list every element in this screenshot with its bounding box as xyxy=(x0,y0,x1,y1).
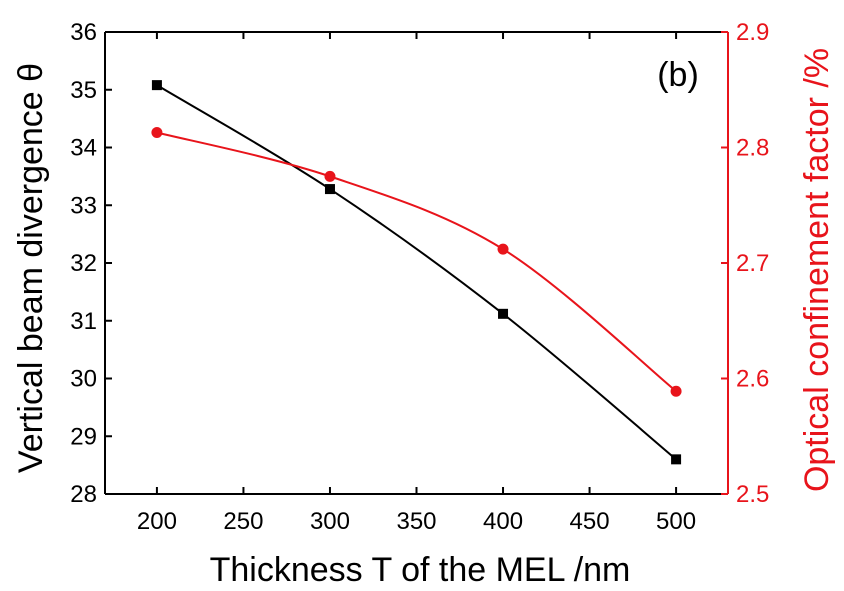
y-left-tick-label: 32 xyxy=(70,250,97,277)
data-point-square xyxy=(671,454,682,465)
data-point-circle xyxy=(151,126,163,138)
data-point-circle xyxy=(497,243,509,255)
y-left-tick-label: 30 xyxy=(70,366,97,393)
x-axis-title: Thickness T of the MEL /nm xyxy=(210,551,631,589)
data-point-circle xyxy=(670,385,682,397)
y-axis-right: 2.5 2.6 2.7 2.8 2.9 xyxy=(721,19,769,508)
y-left-tick-label: 31 xyxy=(70,308,97,335)
y-right-tick-label: 2.8 xyxy=(736,135,769,162)
x-tick-label: 400 xyxy=(483,508,523,535)
x-axis: 200 250 300 350 400 450 500 xyxy=(137,32,696,535)
data-point-circle xyxy=(324,170,336,182)
y-left-tick-label: 35 xyxy=(70,77,97,104)
y-left-tick-label: 34 xyxy=(70,135,97,162)
x-tick-label: 300 xyxy=(310,508,350,535)
y-right-tick-label: 2.5 xyxy=(736,481,769,508)
panel-label: (b) xyxy=(657,56,699,94)
y-right-tick-label: 2.6 xyxy=(736,366,769,393)
series-line-left xyxy=(156,84,677,461)
y-axis-left: 28 29 30 31 32 33 34 35 36 xyxy=(70,19,112,508)
y-axis-right-title: Optical confinement factor /% xyxy=(798,48,836,492)
y-left-tick-label: 33 xyxy=(70,192,97,219)
x-tick-label: 350 xyxy=(396,508,436,535)
x-tick-label: 250 xyxy=(223,508,263,535)
series-layer xyxy=(151,80,682,465)
x-tick-label: 200 xyxy=(137,508,177,535)
x-tick-label: 450 xyxy=(570,508,610,535)
series-line-right xyxy=(156,131,677,392)
y-axis-left-title: Vertical beam divergence θ xyxy=(12,63,50,473)
data-point-square xyxy=(498,308,509,319)
y-left-tick-label: 36 xyxy=(70,19,97,46)
data-point-square xyxy=(324,184,335,195)
y-left-tick-label: 29 xyxy=(70,423,97,450)
y-right-tick-label: 2.9 xyxy=(736,19,769,46)
y-left-tick-label: 28 xyxy=(70,481,97,508)
data-point-square xyxy=(151,80,162,91)
y-right-tick-label: 2.7 xyxy=(736,250,769,277)
x-tick-label: 500 xyxy=(656,508,696,535)
